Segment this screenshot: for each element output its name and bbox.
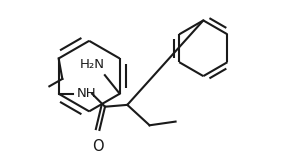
Text: O: O: [92, 139, 104, 154]
Text: H₂N: H₂N: [80, 58, 104, 71]
Text: NH: NH: [76, 87, 96, 100]
